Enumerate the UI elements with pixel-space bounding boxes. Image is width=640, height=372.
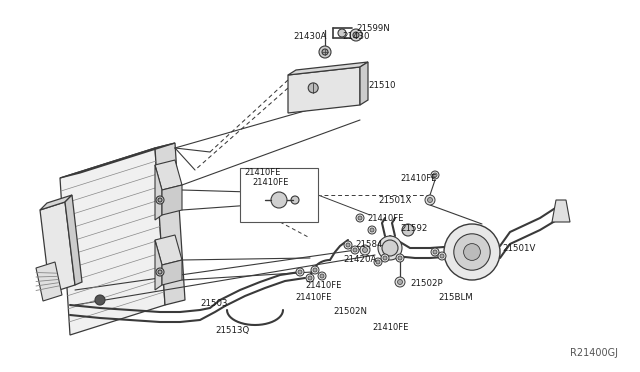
Circle shape [308, 83, 318, 93]
Circle shape [271, 192, 287, 208]
Circle shape [346, 243, 350, 247]
Circle shape [433, 173, 437, 177]
Circle shape [350, 29, 362, 41]
Polygon shape [155, 143, 185, 305]
Polygon shape [65, 195, 82, 285]
Circle shape [353, 248, 357, 252]
Polygon shape [162, 260, 182, 285]
Circle shape [397, 279, 403, 285]
Circle shape [298, 270, 302, 274]
Polygon shape [60, 148, 165, 335]
Circle shape [438, 252, 446, 260]
Polygon shape [40, 195, 72, 210]
Text: 21410FE: 21410FE [252, 177, 289, 186]
Text: 21592: 21592 [400, 224, 428, 232]
Polygon shape [36, 262, 62, 301]
Circle shape [383, 256, 387, 260]
Circle shape [382, 240, 398, 256]
Circle shape [291, 196, 299, 204]
Circle shape [156, 268, 164, 276]
Circle shape [395, 277, 405, 287]
Text: 21503: 21503 [200, 298, 227, 308]
Circle shape [368, 226, 376, 234]
Circle shape [306, 274, 314, 282]
Polygon shape [162, 185, 182, 215]
Circle shape [463, 244, 481, 260]
Circle shape [374, 258, 382, 266]
Text: 21501V: 21501V [502, 244, 536, 253]
Circle shape [362, 247, 367, 253]
Text: 21430A: 21430A [293, 32, 326, 41]
Circle shape [320, 274, 324, 278]
Circle shape [402, 224, 414, 236]
Circle shape [319, 46, 331, 58]
Text: 215BLM: 215BLM [438, 294, 473, 302]
Circle shape [313, 268, 317, 272]
Circle shape [296, 268, 304, 276]
Circle shape [338, 29, 346, 37]
Polygon shape [288, 67, 360, 113]
Polygon shape [40, 202, 75, 293]
Circle shape [381, 254, 389, 262]
Bar [240, 168, 318, 222]
Circle shape [396, 254, 404, 262]
Polygon shape [155, 165, 162, 220]
Polygon shape [155, 240, 162, 290]
Circle shape [378, 236, 402, 260]
Text: R21400GJ: R21400GJ [570, 348, 618, 358]
Circle shape [156, 196, 164, 204]
Circle shape [344, 241, 352, 249]
Circle shape [351, 246, 359, 254]
Text: 21410FE: 21410FE [400, 173, 436, 183]
Circle shape [308, 276, 312, 280]
Text: 21599N: 21599N [356, 23, 390, 32]
Polygon shape [288, 62, 368, 75]
Polygon shape [155, 160, 182, 190]
Circle shape [440, 254, 444, 258]
Text: 21513Q: 21513Q [215, 326, 249, 334]
Circle shape [376, 260, 380, 264]
Circle shape [158, 270, 162, 274]
Circle shape [358, 216, 362, 220]
Text: 21502N: 21502N [333, 308, 367, 317]
Text: 21410FE: 21410FE [295, 294, 332, 302]
Text: 21420A: 21420A [343, 256, 376, 264]
Circle shape [353, 32, 359, 38]
Circle shape [158, 198, 162, 202]
Polygon shape [155, 235, 182, 265]
Circle shape [431, 248, 439, 256]
Circle shape [318, 272, 326, 280]
Text: 21410FE: 21410FE [367, 214, 403, 222]
Text: 21430: 21430 [342, 32, 369, 41]
Circle shape [444, 224, 500, 280]
Circle shape [311, 266, 319, 274]
Polygon shape [360, 62, 368, 105]
Circle shape [425, 195, 435, 205]
Text: 21410FE: 21410FE [244, 167, 280, 176]
Circle shape [454, 234, 490, 270]
Text: 21510: 21510 [368, 80, 396, 90]
Circle shape [95, 295, 105, 305]
Text: 21501X: 21501X [378, 196, 412, 205]
Circle shape [356, 214, 364, 222]
Polygon shape [552, 200, 570, 222]
Text: 21584: 21584 [355, 240, 383, 248]
Text: 21502P: 21502P [410, 279, 443, 288]
Circle shape [322, 49, 328, 55]
Circle shape [360, 245, 370, 255]
Circle shape [428, 198, 433, 202]
Circle shape [370, 228, 374, 232]
Text: 21410FE: 21410FE [305, 280, 341, 289]
Text: 21410FE: 21410FE [372, 324, 408, 333]
Circle shape [398, 256, 402, 260]
Circle shape [433, 250, 437, 254]
Circle shape [431, 171, 439, 179]
Polygon shape [60, 143, 175, 178]
